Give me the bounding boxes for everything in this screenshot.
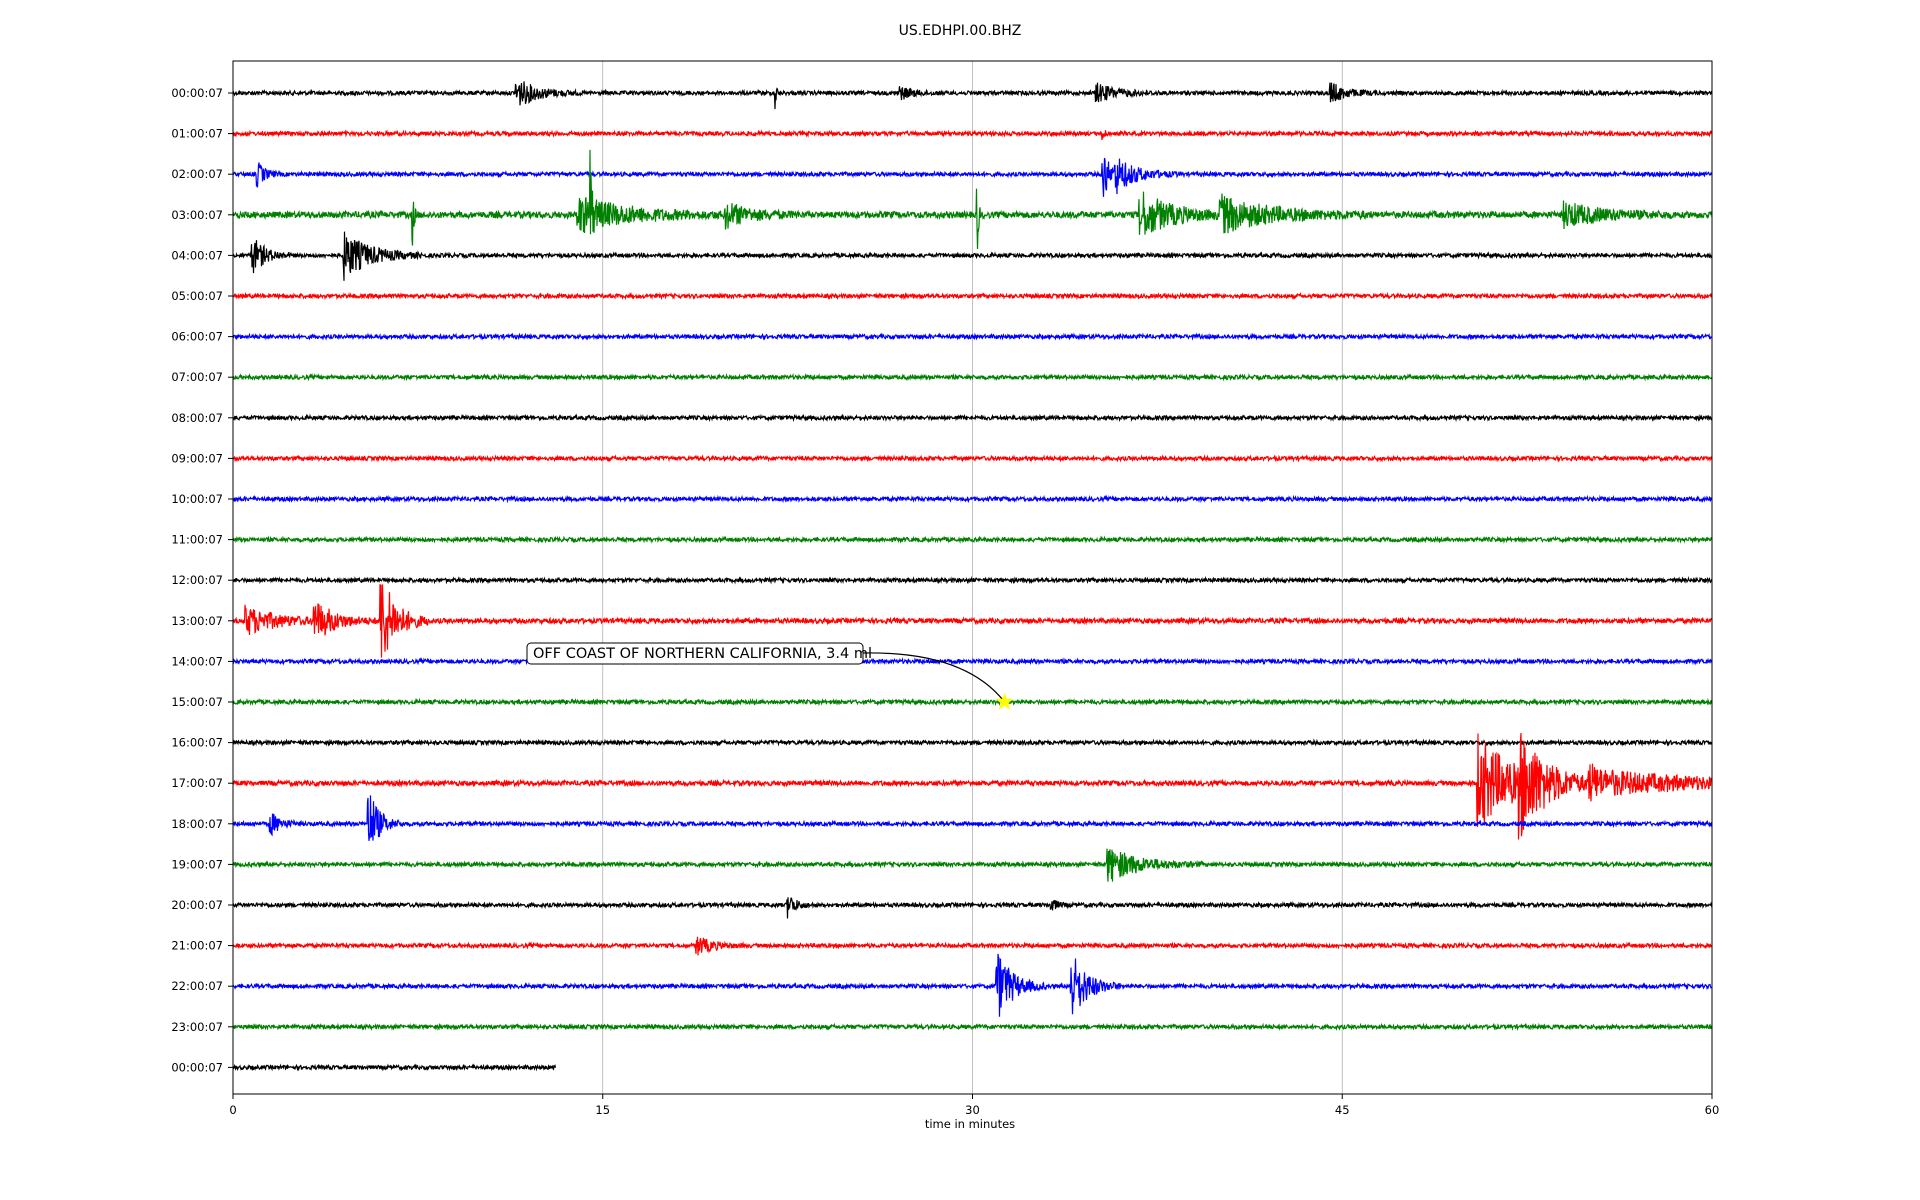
event-annotation: OFF COAST OF NORTHERN CALIFORNIA, 3.4 ml (526, 642, 1014, 710)
x-tick-label: 30 (965, 1103, 980, 1117)
trace-line (232, 584, 1713, 658)
row-time-label: 08:00:07 (171, 411, 223, 425)
trace-line (232, 231, 1713, 281)
row-time-label: 04:00:07 (171, 248, 223, 262)
row-time-label: 05:00:07 (171, 289, 223, 303)
row-time-label: 11:00:07 (171, 533, 223, 547)
row-time-label: 23:00:07 (171, 1020, 223, 1034)
row-time-label: 06:00:07 (171, 330, 223, 344)
trace-line (232, 732, 1713, 840)
trace-line (232, 413, 1713, 423)
trace-line (232, 697, 1713, 707)
trace-line (232, 332, 1713, 341)
x-tick-label: 0 (229, 1103, 236, 1117)
row-time-label: 21:00:07 (171, 939, 223, 953)
traces (232, 81, 1713, 1072)
trace-line (232, 795, 1713, 841)
row-time-label: 00:00:07 (171, 86, 223, 100)
star-icon (995, 692, 1014, 710)
annotation-box (526, 642, 864, 665)
trace-line (232, 454, 1713, 463)
trace-line (232, 494, 1713, 504)
row-time-label: 19:00:07 (171, 857, 223, 871)
trace-line (232, 291, 1713, 301)
axes-frame (232, 60, 1713, 1095)
row-time-label: 20:00:07 (171, 898, 223, 912)
row-time-labels: 00:00:07 01:00:07 02:00:07 03:00:07 04:00:07… (171, 86, 233, 1074)
row-time-label: 17:00:07 (171, 776, 223, 790)
x-tick-label: 15 (595, 1103, 610, 1117)
trace-line (232, 575, 1713, 585)
trace-line (232, 738, 1713, 747)
row-time-label: 01:00:07 (171, 127, 223, 141)
trace-line (232, 535, 1713, 544)
row-time-label: 14:00:07 (171, 654, 223, 668)
trace-line (232, 657, 1713, 666)
grid-lines (602, 61, 1343, 1094)
trace-line (232, 81, 1713, 110)
annotation-label: OFF COAST OF NORTHERN CALIFORNIA, 3.4 ml (533, 646, 872, 662)
row-time-label: 03:00:07 (171, 208, 223, 222)
annotation-arrow (862, 652, 1006, 703)
trace-line (232, 848, 1713, 882)
row-time-label: 00:00:07 (171, 1060, 223, 1074)
x-axis-label: time in minutes (925, 1117, 1015, 1131)
x-tick-label: 45 (1335, 1103, 1350, 1117)
trace-line (232, 1022, 1713, 1032)
row-time-label: 09:00:07 (171, 451, 223, 465)
row-time-label: 18:00:07 (171, 817, 223, 831)
trace-line (232, 1063, 557, 1072)
row-time-label: 22:00:07 (171, 979, 223, 993)
trace-line (232, 897, 1713, 919)
row-time-label: 16:00:07 (171, 736, 223, 750)
row-time-label: 10:00:07 (171, 492, 223, 506)
trace-line (232, 372, 1713, 382)
x-tick-label: 60 (1705, 1103, 1720, 1117)
trace-line (232, 953, 1713, 1017)
row-time-label: 07:00:07 (171, 370, 223, 384)
row-time-label: 12:00:07 (171, 573, 223, 587)
chart-title: US.EDHPI.00.BHZ (899, 23, 1022, 39)
row-time-label: 02:00:07 (171, 167, 223, 181)
trace-line (232, 157, 1713, 197)
trace-line (232, 129, 1713, 141)
row-time-label: 15:00:07 (171, 695, 223, 709)
x-axis-ticks: 0 15 30 45 60 (229, 1094, 1719, 1117)
row-time-label: 13:00:07 (171, 614, 223, 628)
trace-line (232, 936, 1713, 956)
trace-line (232, 149, 1713, 250)
